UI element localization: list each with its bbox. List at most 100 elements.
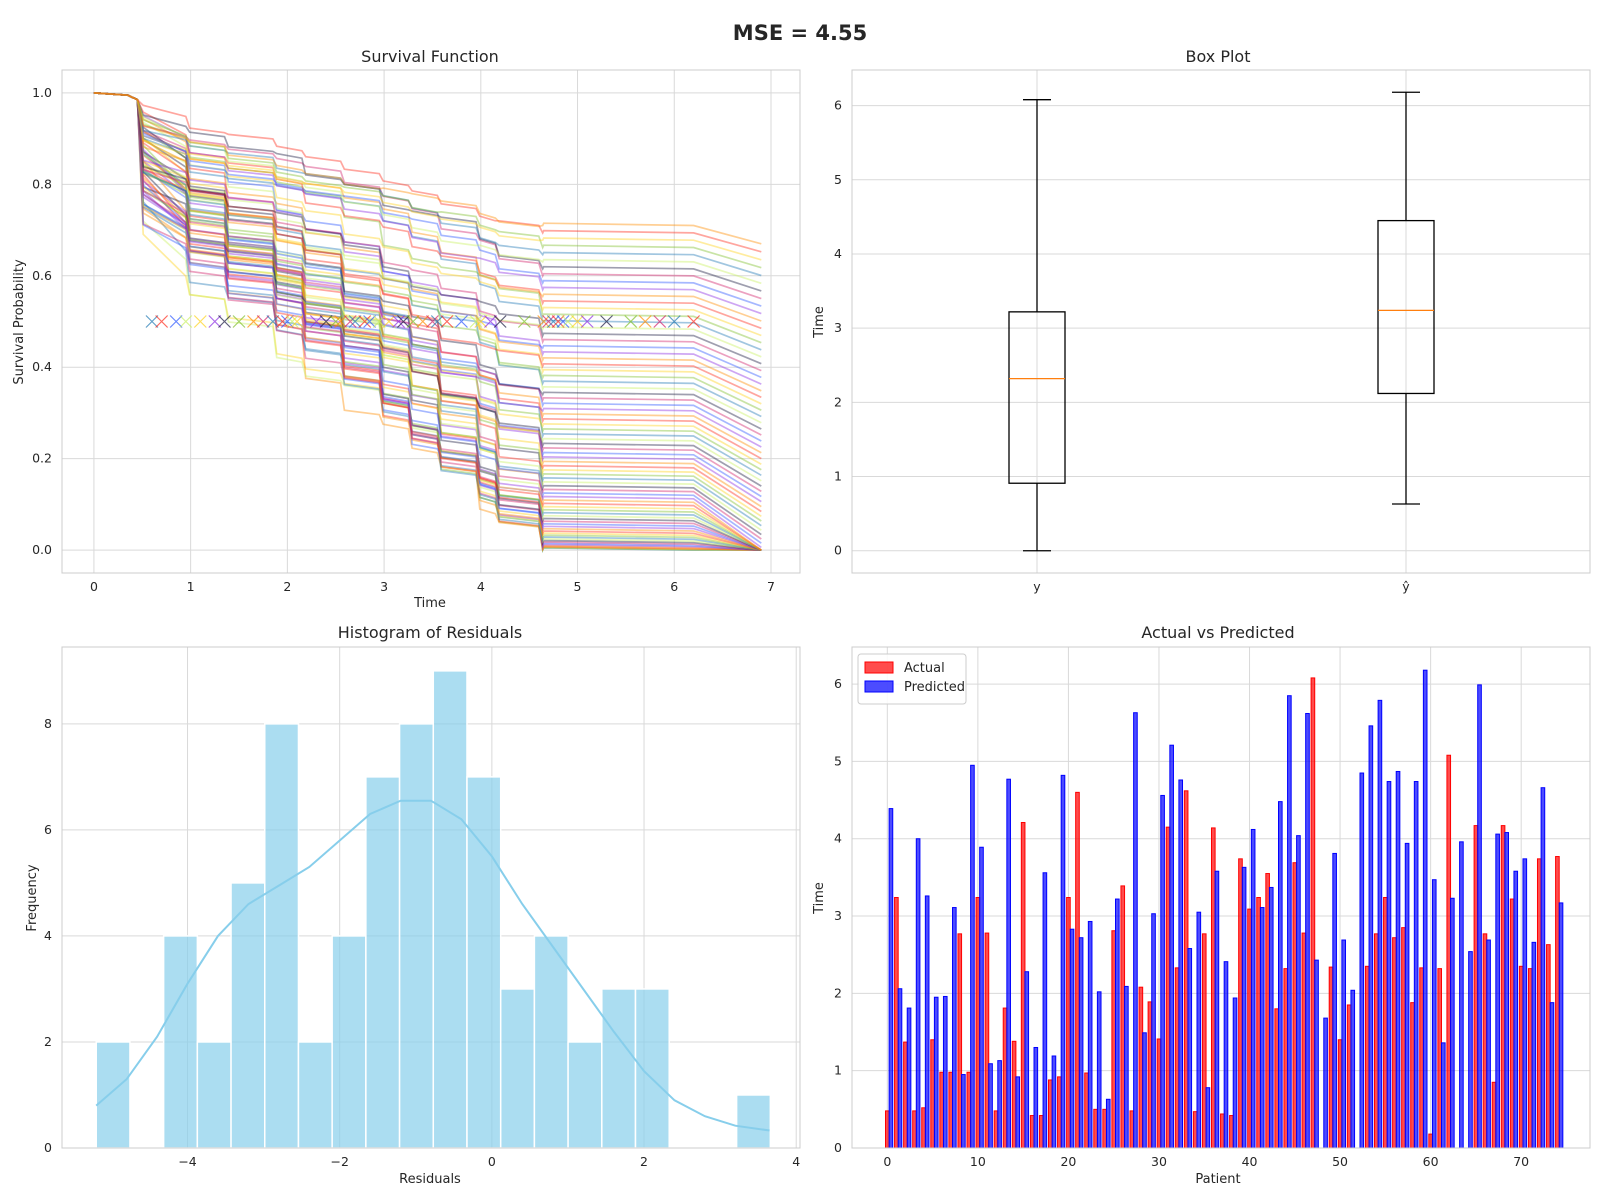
- avp-xlabel: Patient: [1195, 1172, 1240, 1187]
- survival-ylabel: Survival Probability: [12, 259, 27, 385]
- avp-predicted-bar-69: [1513, 870, 1519, 1149]
- avp-actual-bar-43: [1274, 1008, 1280, 1149]
- histogram-kde-line: [95, 799, 770, 1132]
- survival-median-marker-8: [247, 315, 260, 328]
- survival-curve-42: [93, 92, 762, 465]
- survival-curve-15: [93, 92, 762, 551]
- survival-median-marker-22: [363, 315, 377, 328]
- survival-xtick-0: 0: [90, 579, 98, 594]
- box-ytick-5: 5: [834, 172, 842, 187]
- histogram-bar-9: [398, 723, 435, 1149]
- avp-actual-bar-47: [1310, 677, 1316, 1149]
- survival-curve-46: [93, 92, 762, 442]
- avp-ytick-4: 4: [834, 831, 842, 846]
- survival-curve-69: [93, 92, 762, 285]
- avp-actual-bar-8: [957, 933, 963, 1149]
- histogram-bar-11: [466, 776, 502, 1149]
- survival-median-marker-42: [556, 315, 570, 328]
- avp-xtick-6: 60: [1423, 1154, 1439, 1169]
- avp-actual-bar-39: [1238, 858, 1243, 1149]
- survival-median-marker-46: [600, 315, 613, 328]
- survival-curve-24: [93, 92, 762, 551]
- survival-median-marker-6: [218, 315, 231, 328]
- avp-actual-bar-70: [1518, 965, 1524, 1149]
- survival-curve-67: [93, 92, 762, 300]
- histogram-xtick-1: −2: [330, 1154, 348, 1169]
- avp-predicted-bar-26: [1124, 985, 1129, 1149]
- histogram-bar-0: [95, 1041, 131, 1149]
- survival-median-marker-5: [208, 315, 222, 328]
- actual-vs-predicted-panel: Actual vs Predicted Patient Time 0 10 20 30…: [812, 623, 1591, 1187]
- histogram-bar-3: [196, 1041, 232, 1149]
- survival-curve-52: [93, 92, 762, 405]
- box-ytick-2: 2: [834, 394, 842, 409]
- avp-predicted-bar-53: [1368, 725, 1374, 1149]
- survival-ytick-2: 0.4: [32, 359, 52, 374]
- survival-curve-16: [93, 92, 762, 551]
- survival-median-marker-47: [624, 315, 638, 328]
- avp-predicted-bar-16: [1033, 1046, 1039, 1149]
- avp-actual-bar-31: [1165, 826, 1171, 1149]
- avp-predicted-bar-14: [1015, 1076, 1021, 1149]
- survival-curve-10: [93, 92, 762, 551]
- avp-predicted-bar-30: [1160, 794, 1165, 1149]
- avp-predicted-bar-54: [1377, 699, 1383, 1149]
- histogram-xtick-3: 2: [640, 1154, 648, 1169]
- box-ytick-6: 6: [834, 98, 842, 113]
- avp-predicted-bar-67: [1495, 833, 1500, 1149]
- avp-actual-bar-21: [1075, 791, 1080, 1149]
- avp-predicted-bar-27: [1133, 712, 1138, 1149]
- histogram-ytick-2: 4: [44, 928, 52, 943]
- avp-predicted-bar-33: [1187, 948, 1193, 1149]
- avp-predicted-bar-12: [997, 1060, 1002, 1149]
- avp-predicted-bar-42: [1268, 886, 1274, 1149]
- survival-median-marker-25: [392, 315, 406, 328]
- avp-actual-bar-68: [1500, 825, 1506, 1149]
- avp-actual-bar-37: [1220, 1113, 1225, 1149]
- avp-actual-bar-62: [1446, 754, 1452, 1149]
- avp-actual-bar-6: [939, 1071, 944, 1149]
- avp-predicted-bar-40: [1250, 828, 1256, 1149]
- survival-curve-38: [93, 92, 762, 487]
- survival-curve-59: [93, 92, 762, 358]
- avp-ytick-0: 0: [834, 1140, 842, 1155]
- survival-curve-70: [93, 92, 762, 277]
- survival-curve-47: [93, 92, 762, 436]
- survival-median-marker-27: [406, 315, 420, 328]
- survival-median-marker-30: [430, 315, 444, 328]
- avp-actual-bar-27: [1129, 1110, 1135, 1149]
- survival-median-marker-7: [232, 315, 246, 328]
- survival-median-marker-10: [266, 315, 280, 328]
- avp-predicted-bar-71: [1531, 941, 1537, 1149]
- histogram-ytick-3: 6: [44, 822, 52, 837]
- survival-median-marker-44: [571, 315, 584, 328]
- survival-median-marker-17: [329, 315, 343, 328]
- survival-xtick-7: 7: [767, 579, 775, 594]
- avp-predicted-bar-25: [1115, 898, 1120, 1149]
- avp-actual-bar-72: [1536, 858, 1542, 1149]
- histogram-bar-14: [567, 1041, 603, 1149]
- avp-predicted-bar-55: [1386, 781, 1392, 1149]
- avp-actual-bar-45: [1292, 862, 1298, 1149]
- survival-curve-2: [93, 92, 762, 553]
- avp-predicted-bar-29: [1151, 913, 1156, 1149]
- avp-actual-bar-55: [1383, 897, 1388, 1149]
- avp-predicted-bar-66: [1486, 939, 1491, 1149]
- survival-curve-30: [93, 92, 762, 527]
- survival-curve-18: [93, 92, 762, 551]
- avp-predicted-bar-64: [1468, 951, 1473, 1149]
- avp-actual-bar-34: [1192, 1111, 1198, 1149]
- survival-curve-25: [93, 92, 762, 549]
- avp-xtick-2: 20: [1060, 1154, 1076, 1169]
- avp-ytick-3: 3: [834, 908, 842, 923]
- avp-predicted-bar-56: [1395, 770, 1401, 1149]
- survival-median-marker-49: [653, 315, 667, 328]
- avp-predicted-bar-3: [915, 838, 921, 1149]
- survival-median-marker-18: [334, 315, 347, 328]
- survival-curve-27: [93, 92, 762, 540]
- survival-curve-8: [93, 92, 762, 551]
- histogram-bar-16: [634, 988, 670, 1149]
- survival-curve-62: [93, 92, 762, 337]
- survival-curve-35: [93, 92, 762, 503]
- avp-predicted-bar-31: [1169, 744, 1174, 1149]
